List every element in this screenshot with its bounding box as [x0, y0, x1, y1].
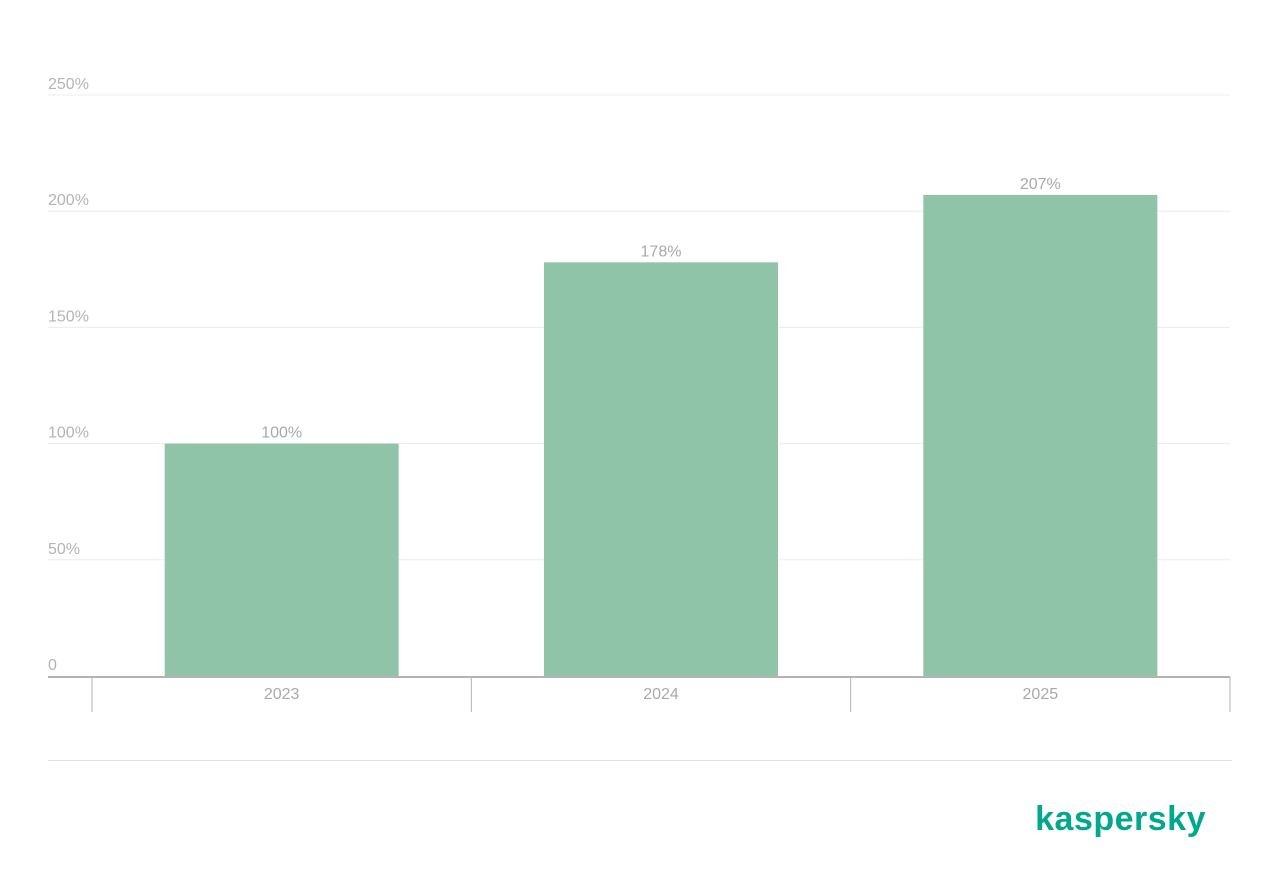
bar: [164, 443, 399, 676]
y-tick-label: 0: [48, 657, 57, 674]
y-tick-label: 150%: [48, 308, 89, 325]
y-tick-label: 50%: [48, 541, 80, 558]
x-tick-label: 2025: [1023, 686, 1059, 703]
footer-divider: [48, 760, 1232, 761]
bar-value-label: 178%: [641, 243, 682, 260]
y-tick-label: 250%: [48, 76, 89, 93]
bar: [544, 262, 778, 676]
x-tick-label: 2023: [264, 686, 300, 703]
bar: [923, 194, 1158, 676]
y-tick-label: 100%: [48, 425, 89, 442]
y-tick-label: 200%: [48, 192, 89, 209]
bar-value-label: 207%: [1020, 176, 1061, 193]
bar-value-label: 100%: [261, 425, 302, 442]
x-tick-label: 2024: [643, 686, 679, 703]
kaspersky-logo: kaspersky: [1035, 800, 1206, 838]
